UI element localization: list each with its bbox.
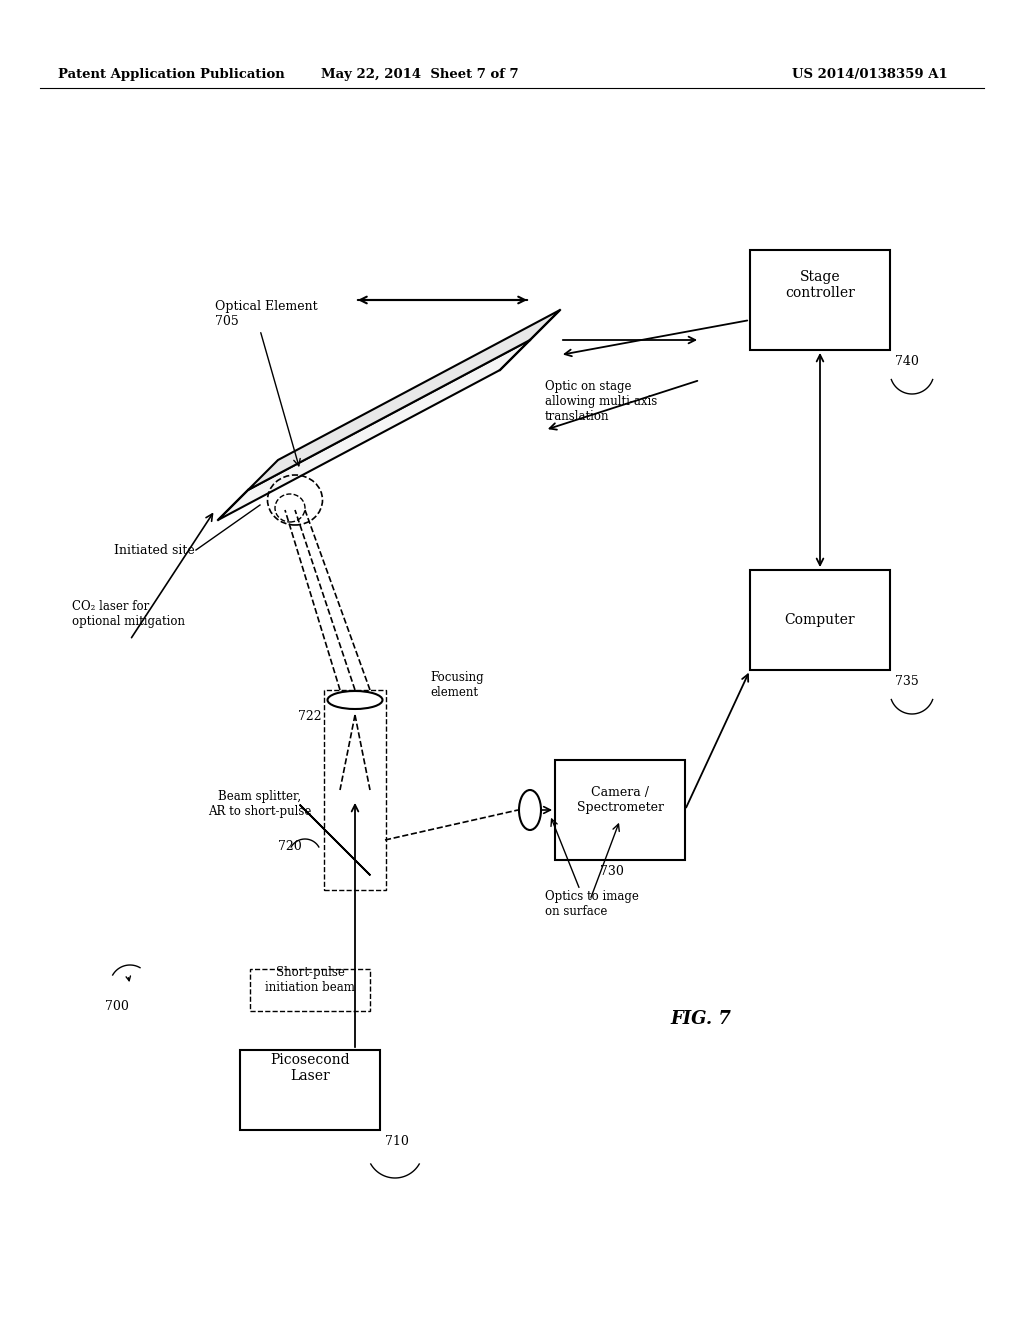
Text: 730: 730 [600, 865, 624, 878]
Text: May 22, 2014  Sheet 7 of 7: May 22, 2014 Sheet 7 of 7 [322, 69, 519, 81]
Polygon shape [248, 310, 560, 490]
Text: 722: 722 [298, 710, 322, 723]
Text: 720: 720 [279, 840, 302, 853]
Text: CO₂ laser for
optional mitigation: CO₂ laser for optional mitigation [72, 601, 185, 628]
Text: FIG. 7: FIG. 7 [670, 1010, 731, 1028]
Text: 735: 735 [895, 675, 919, 688]
Text: Short-pulse
initiation beam: Short-pulse initiation beam [265, 966, 355, 994]
Text: Stage
controller: Stage controller [785, 269, 855, 300]
Text: Picosecond
Laser: Picosecond Laser [270, 1053, 350, 1084]
Text: US 2014/0138359 A1: US 2014/0138359 A1 [793, 69, 948, 81]
Text: Initiated site: Initiated site [115, 544, 195, 557]
Bar [250, 969, 370, 1011]
Text: Focusing
element: Focusing element [430, 671, 483, 700]
Text: Optics to image
on surface: Optics to image on surface [545, 890, 639, 917]
Text: Patent Application Publication: Patent Application Publication [58, 69, 285, 81]
Polygon shape [300, 805, 371, 875]
Text: Beam splitter,
AR to short-pulse: Beam splitter, AR to short-pulse [208, 789, 311, 818]
Text: Camera /
Spectrometer: Camera / Spectrometer [577, 785, 664, 814]
Text: Optic on stage
allowing multi-axis
translation: Optic on stage allowing multi-axis trans… [545, 380, 657, 422]
Bar [750, 249, 890, 350]
Text: 710: 710 [385, 1135, 409, 1148]
Polygon shape [218, 341, 530, 520]
Bar [240, 1049, 380, 1130]
Ellipse shape [328, 690, 383, 709]
Text: Computer: Computer [784, 612, 855, 627]
Bar [555, 760, 685, 861]
Text: 700: 700 [105, 1001, 129, 1012]
Bar [750, 570, 890, 671]
Bar [324, 690, 386, 890]
Text: Optical Element
705: Optical Element 705 [215, 300, 317, 327]
Ellipse shape [519, 789, 541, 830]
Text: 740: 740 [895, 355, 919, 368]
